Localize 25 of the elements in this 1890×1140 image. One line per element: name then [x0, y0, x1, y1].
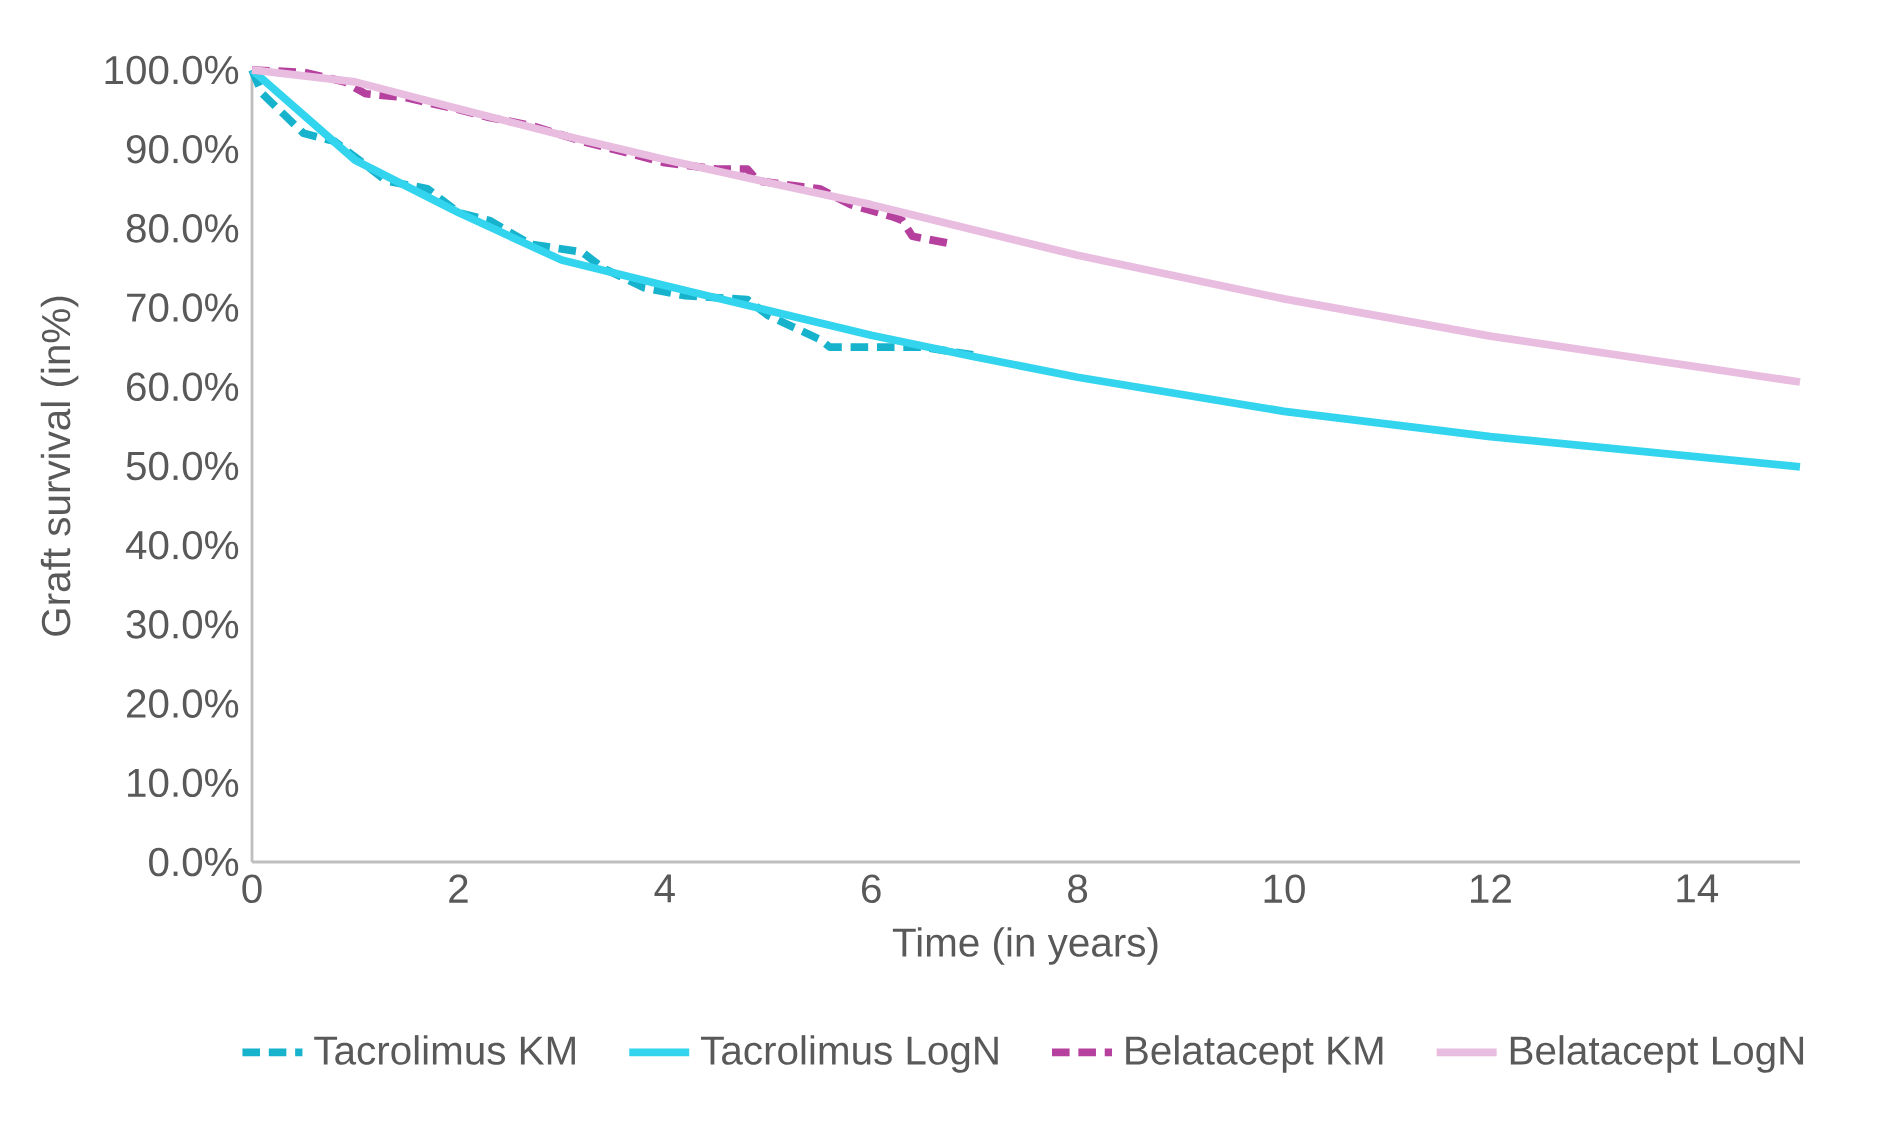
x-tick-label: 2	[449, 874, 468, 903]
y-tick-label: 50.0%	[126, 451, 239, 481]
legend-label: Tacrolimus LogN	[701, 1035, 998, 1073]
y-tick-label: 40.0%	[125, 530, 239, 560]
y-tick-label: 10.0%	[128, 768, 239, 798]
x-tick-label: 8	[1068, 874, 1088, 904]
x-tick-label: 4	[654, 874, 675, 903]
y-tick-label: 90.0%	[126, 134, 239, 164]
y-tick-label: 70.0%	[127, 293, 239, 322]
x-axis-title: Time (in years)	[892, 927, 1158, 965]
x-tick-label: 10	[1264, 874, 1305, 904]
y-axis-title: Graft survival (in%)	[40, 296, 79, 636]
y-tick-label: 20.0%	[127, 689, 239, 718]
y-tick-label: 80.0%	[126, 214, 239, 243]
y-tick-label: 0.0%	[149, 847, 239, 877]
y-tick-label: 100.0%	[105, 55, 239, 85]
legend-label: Belatacept LogN	[1510, 1035, 1804, 1073]
legend-label: Tacrolimus KM	[314, 1035, 575, 1065]
y-tick-label: 30.0%	[126, 610, 239, 639]
x-tick-label: 14	[1677, 874, 1719, 903]
legend-label: Belatacept KM	[1126, 1035, 1383, 1073]
x-tick-label: 0	[242, 874, 262, 904]
x-tick-label: 6	[862, 874, 881, 904]
x-tick-label: 12	[1471, 874, 1511, 903]
y-tick-label: 60.0%	[127, 372, 239, 402]
